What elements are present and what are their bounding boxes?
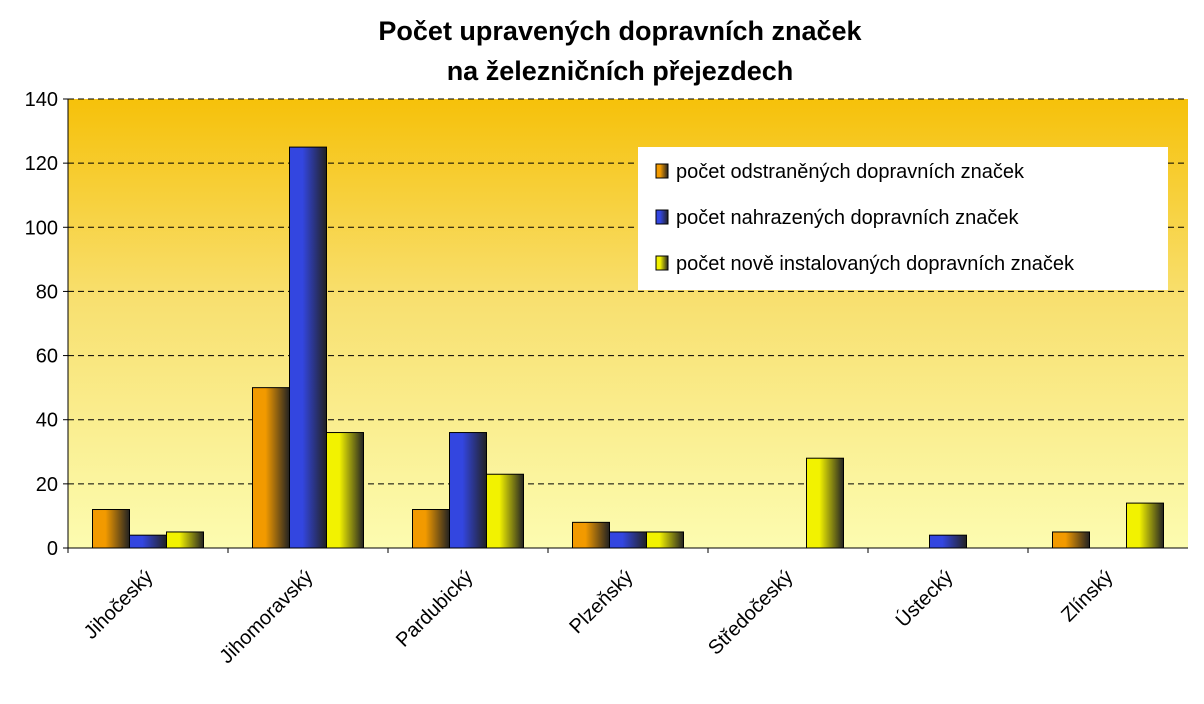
y-tick-label: 40: [36, 410, 58, 432]
chart-title: na železničních přejezdech: [447, 56, 794, 86]
y-tick-label: 100: [25, 217, 58, 239]
y-tick-label: 20: [36, 474, 58, 496]
legend: [638, 147, 1168, 290]
y-tick-label: 60: [36, 346, 58, 368]
legend-swatch: [655, 163, 669, 179]
legend-swatch: [655, 209, 669, 225]
chart-title: Počet upravených dopravních značek: [378, 16, 862, 46]
x-tick-label: Pardubický: [392, 566, 478, 652]
legend-label: počet nahrazených dopravních značek: [676, 207, 1019, 229]
x-tick-label: Jihomoravský: [216, 566, 318, 668]
bar: [412, 509, 450, 549]
bar: [609, 531, 647, 549]
bar: [929, 534, 967, 549]
y-tick-label: 0: [47, 538, 58, 560]
y-tick-label: 140: [25, 89, 58, 111]
bar: [289, 146, 327, 549]
bar: [1126, 502, 1164, 549]
bar: [449, 432, 487, 549]
bar: [326, 432, 364, 549]
y-tick-label: 120: [25, 153, 58, 175]
bar: [166, 531, 204, 549]
bar: [252, 387, 290, 549]
legend-label: počet odstraněných dopravních značek: [676, 161, 1025, 183]
y-tick-label: 80: [36, 281, 58, 303]
bar: [486, 473, 524, 549]
bar: [572, 521, 610, 549]
bar: [1052, 531, 1090, 549]
x-tick-label: Středočeský: [704, 566, 797, 659]
legend-label: počet nově instalovaných dopravních znač…: [676, 253, 1075, 275]
x-tick-label: Plzeňský: [565, 566, 637, 638]
bar: [806, 457, 844, 549]
bar: [129, 534, 167, 549]
x-tick-label: Ústecký: [891, 565, 958, 632]
bar: [646, 531, 684, 549]
legend-swatch: [655, 255, 669, 271]
x-tick-label: Zlínský: [1057, 566, 1117, 626]
bar: [92, 509, 130, 549]
x-tick-label: Jihočeský: [80, 566, 158, 644]
